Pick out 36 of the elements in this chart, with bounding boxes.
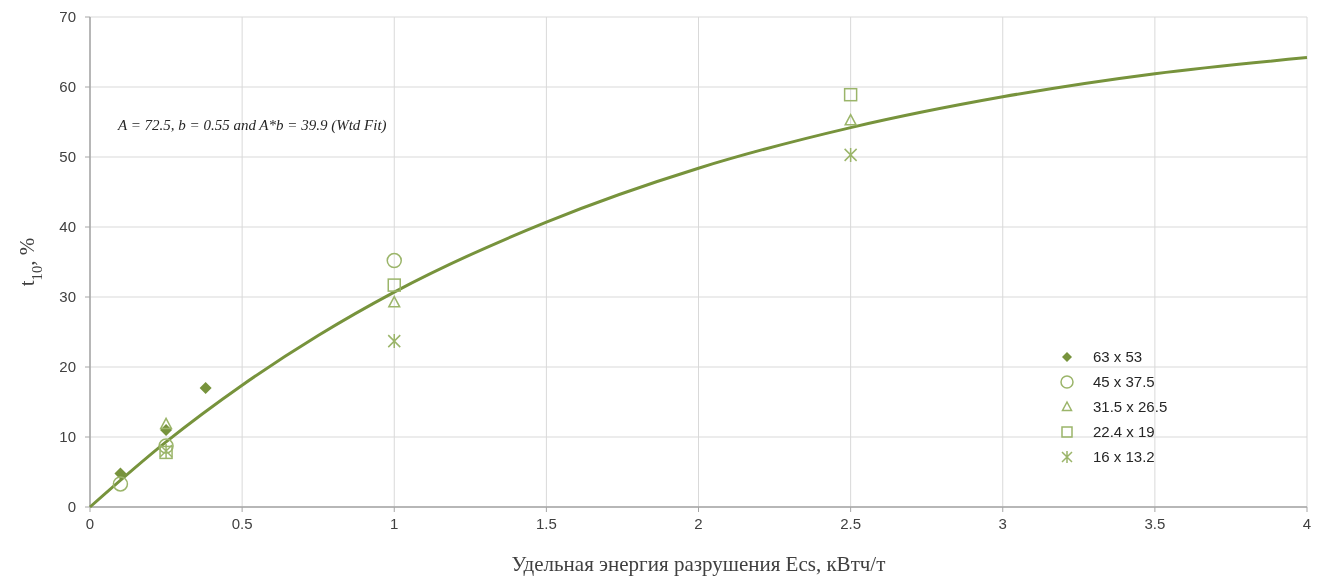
y-tick-label: 60 [59,78,76,95]
y-tick-label: 0 [67,498,76,515]
point [387,278,401,292]
x-tick-label: 3.5 [1144,515,1166,532]
x-tick-label: 1 [390,515,399,532]
x-tick-label: 2 [694,515,703,532]
point [387,333,401,349]
point [158,438,174,454]
point [199,382,212,394]
point [386,252,402,269]
x-tick-label: 3 [998,515,1007,532]
point [112,476,129,492]
y-tick-label: 50 [59,148,76,165]
legend-label: 63 x 53 [1093,348,1143,365]
legend-label: 22.4 x 19 [1093,423,1155,440]
y-tick-label: 40 [59,218,76,235]
point [844,113,857,126]
x-tick-label: 2.5 [840,515,862,532]
y-tick-label: 10 [59,428,76,445]
point [843,87,858,102]
x-tick-label: 0.5 [231,515,253,532]
legend-label: 31.5 x 26.5 [1093,398,1168,415]
legend-label: 16 x 13.2 [1093,448,1155,465]
y-tick-label: 30 [59,288,76,305]
y-tick-label: 70 [59,8,76,25]
point [388,295,401,308]
legend-label: 45 x 37.5 [1093,373,1155,390]
x-axis-title: Удельная энергия разрушения Ecs, кВтч/т [511,552,886,576]
point [114,467,127,480]
point [843,147,858,163]
x-tick-label: 1.5 [535,515,557,532]
annotation: A = 72.5, b = 0.55 and A*b = 39.9 (Wtd Fit) [117,117,387,134]
x-tick-label: 0 [85,515,95,532]
x-tick-label: 4 [1302,515,1312,532]
point [159,417,173,430]
y-tick-label: 20 [59,358,76,375]
